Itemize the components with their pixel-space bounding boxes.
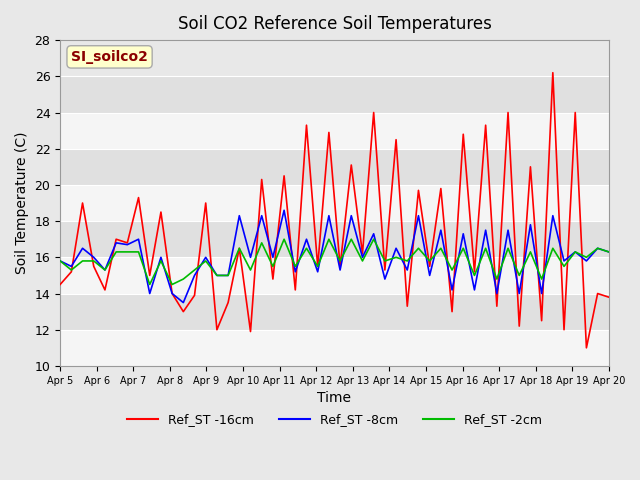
Bar [60,221,609,257]
Bar [60,112,609,149]
Bar [60,149,609,185]
Y-axis label: Soil Temperature (C): Soil Temperature (C) [15,132,29,274]
Legend: Ref_ST -16cm, Ref_ST -8cm, Ref_ST -2cm: Ref_ST -16cm, Ref_ST -8cm, Ref_ST -2cm [122,408,547,432]
Bar [60,76,609,112]
X-axis label: Time: Time [317,391,351,405]
Bar [60,185,609,221]
Bar [60,294,609,330]
Text: SI_soilco2: SI_soilco2 [71,50,148,64]
Bar [60,330,609,366]
Title: Soil CO2 Reference Soil Temperatures: Soil CO2 Reference Soil Temperatures [177,15,492,33]
Bar [60,257,609,294]
